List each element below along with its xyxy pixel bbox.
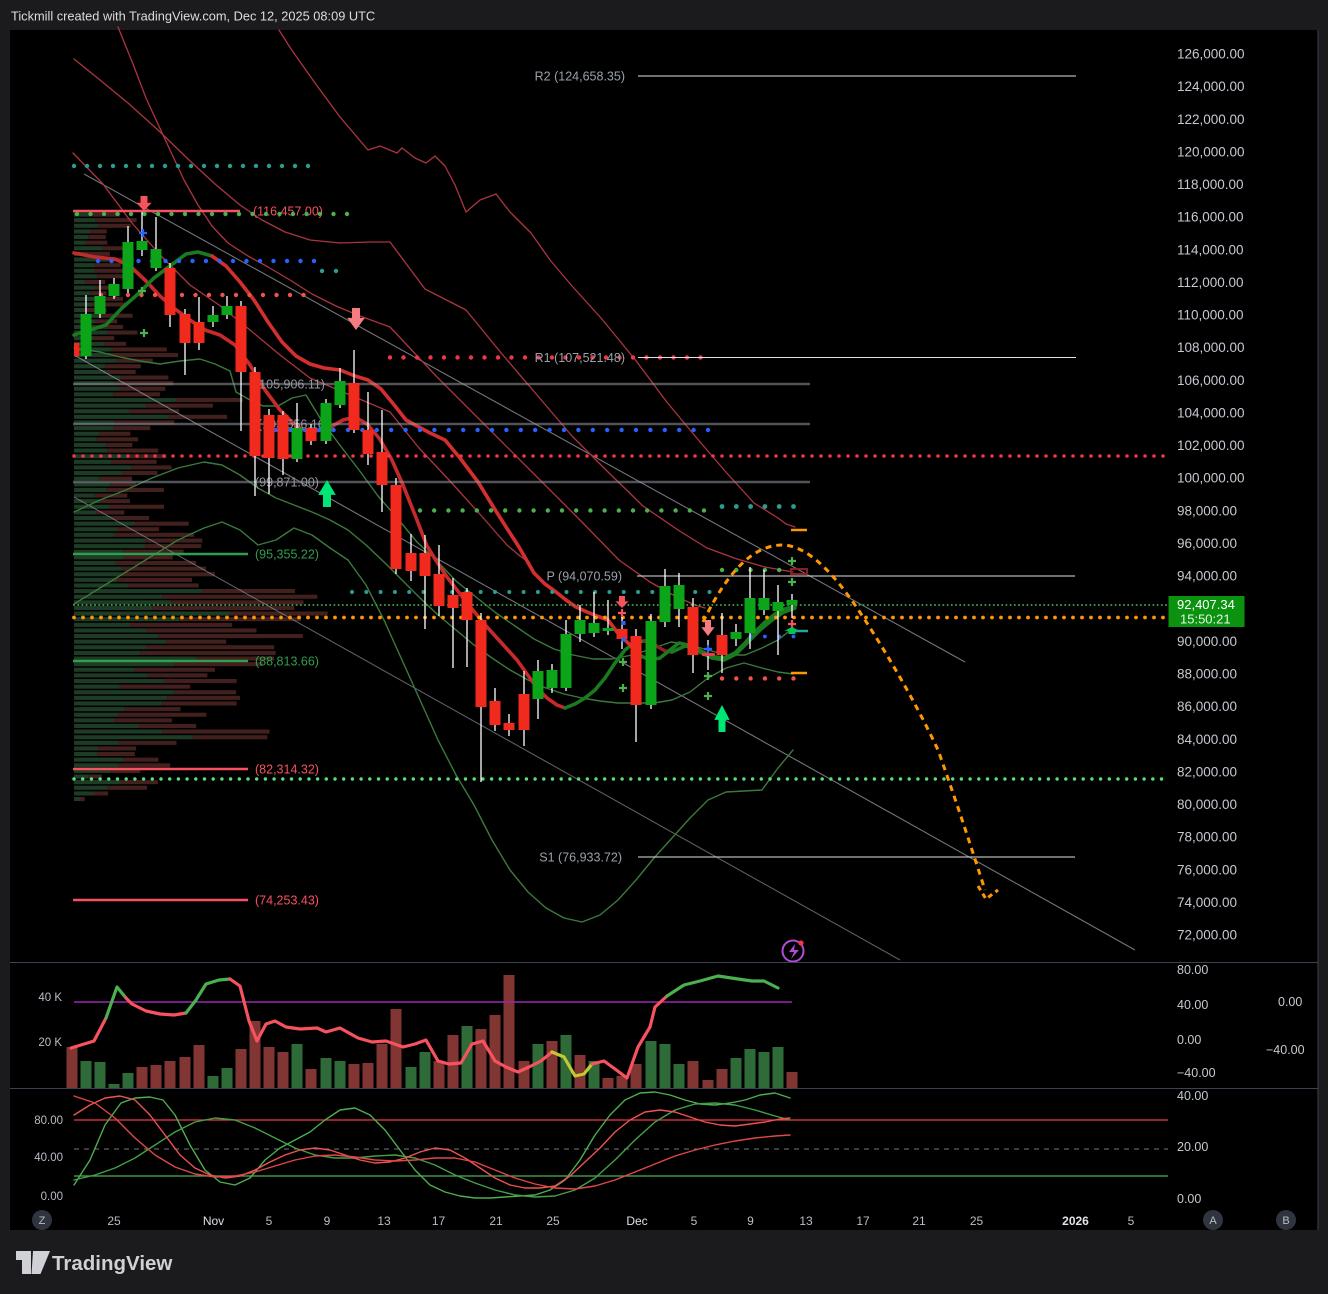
svg-text:0.00: 0.00 xyxy=(1177,1033,1201,1047)
svg-text:(88,813.66): (88,813.66) xyxy=(255,655,319,669)
svg-text:5: 5 xyxy=(1128,1214,1135,1228)
svg-text:0.00: 0.00 xyxy=(1177,1192,1201,1206)
svg-text:120,000.00: 120,000.00 xyxy=(1177,144,1245,159)
svg-text:72,000.00: 72,000.00 xyxy=(1177,928,1237,943)
svg-text:80.00: 80.00 xyxy=(34,1115,63,1127)
svg-text:TradingView: TradingView xyxy=(52,1252,172,1275)
svg-text:106,000.00: 106,000.00 xyxy=(1177,373,1245,388)
svg-text:94,000.00: 94,000.00 xyxy=(1177,569,1237,584)
svg-text:9: 9 xyxy=(747,1214,754,1228)
svg-text:80,000.00: 80,000.00 xyxy=(1177,797,1237,812)
svg-text:100,000.00: 100,000.00 xyxy=(1177,471,1245,486)
svg-text:−40.00: −40.00 xyxy=(1177,1066,1216,1080)
svg-text:13: 13 xyxy=(799,1214,813,1228)
svg-text:98,000.00: 98,000.00 xyxy=(1177,503,1237,518)
svg-text:112,000.00: 112,000.00 xyxy=(1177,275,1244,290)
svg-text:76,000.00: 76,000.00 xyxy=(1177,862,1237,877)
svg-text:114,000.00: 114,000.00 xyxy=(1177,242,1244,257)
svg-text:9: 9 xyxy=(324,1214,331,1228)
svg-text:21: 21 xyxy=(912,1214,926,1228)
svg-text:74,000.00: 74,000.00 xyxy=(1177,895,1237,910)
svg-text:82,000.00: 82,000.00 xyxy=(1177,764,1237,779)
svg-text:R2 (124,658.35): R2 (124,658.35) xyxy=(535,70,625,84)
svg-text:15:50:21: 15:50:21 xyxy=(1180,612,1231,627)
svg-text:25: 25 xyxy=(970,1214,984,1228)
svg-text:13: 13 xyxy=(377,1214,391,1228)
svg-text:20.00: 20.00 xyxy=(1177,1140,1208,1154)
svg-text:21: 21 xyxy=(489,1214,503,1228)
svg-text:116,000.00: 116,000.00 xyxy=(1177,210,1244,225)
svg-text:5: 5 xyxy=(691,1214,698,1228)
svg-text:25: 25 xyxy=(107,1214,121,1228)
svg-text:−40.00: −40.00 xyxy=(1266,1043,1305,1057)
svg-text:S1 (76,933.72): S1 (76,933.72) xyxy=(539,851,622,865)
svg-text:(105,906.11): (105,906.11) xyxy=(255,378,325,392)
svg-text:P (94,070.59): P (94,070.59) xyxy=(546,570,622,584)
svg-text:90,000.00: 90,000.00 xyxy=(1177,634,1237,649)
svg-text:(95,355.22): (95,355.22) xyxy=(255,548,319,562)
svg-text:R1 (107,521.48): R1 (107,521.48) xyxy=(535,351,625,365)
svg-text:84,000.00: 84,000.00 xyxy=(1177,732,1237,747)
svg-text:118,000.00: 118,000.00 xyxy=(1177,177,1244,192)
svg-text:17: 17 xyxy=(432,1214,446,1228)
svg-text:78,000.00: 78,000.00 xyxy=(1177,830,1237,845)
svg-text:(74,253.43): (74,253.43) xyxy=(255,894,319,908)
svg-text:80.00: 80.00 xyxy=(1177,963,1208,977)
svg-text:108,000.00: 108,000.00 xyxy=(1177,340,1245,355)
svg-text:Dec: Dec xyxy=(626,1214,647,1228)
svg-text:122,000.00: 122,000.00 xyxy=(1177,112,1245,127)
svg-text:(99,871.00): (99,871.00) xyxy=(255,476,319,490)
svg-text:A: A xyxy=(1209,1215,1217,1227)
svg-text:0.00: 0.00 xyxy=(41,1191,63,1203)
svg-text:126,000.00: 126,000.00 xyxy=(1177,47,1245,62)
svg-text:Nov: Nov xyxy=(203,1214,224,1228)
svg-text:Tickmill created with TradingV: Tickmill created with TradingView.com, D… xyxy=(11,9,375,24)
svg-text:(116,457.00): (116,457.00) xyxy=(253,205,323,219)
svg-text:40.00: 40.00 xyxy=(1177,1089,1208,1103)
svg-text:104,000.00: 104,000.00 xyxy=(1177,406,1245,421)
svg-text:102,000.00: 102,000.00 xyxy=(1177,438,1245,453)
svg-text:92,407.34: 92,407.34 xyxy=(1177,597,1235,612)
svg-text:20 K: 20 K xyxy=(38,1037,62,1049)
svg-text:5: 5 xyxy=(266,1214,273,1228)
svg-text:Z: Z xyxy=(39,1215,46,1227)
svg-text:40.00: 40.00 xyxy=(34,1152,63,1164)
svg-text:2026: 2026 xyxy=(1062,1214,1089,1228)
svg-text:86,000.00: 86,000.00 xyxy=(1177,699,1237,714)
svg-text:B: B xyxy=(1282,1215,1289,1227)
svg-text:88,000.00: 88,000.00 xyxy=(1177,667,1237,682)
svg-text:(82,314.32): (82,314.32) xyxy=(255,763,319,777)
svg-text:40.00: 40.00 xyxy=(1177,998,1208,1012)
svg-text:96,000.00: 96,000.00 xyxy=(1177,536,1237,551)
svg-text:40 K: 40 K xyxy=(38,992,62,1004)
svg-text:25: 25 xyxy=(546,1214,560,1228)
svg-text:110,000.00: 110,000.00 xyxy=(1177,308,1244,323)
svg-text:124,000.00: 124,000.00 xyxy=(1177,79,1245,94)
svg-text:17: 17 xyxy=(856,1214,870,1228)
svg-text:0.00: 0.00 xyxy=(1278,995,1302,1009)
